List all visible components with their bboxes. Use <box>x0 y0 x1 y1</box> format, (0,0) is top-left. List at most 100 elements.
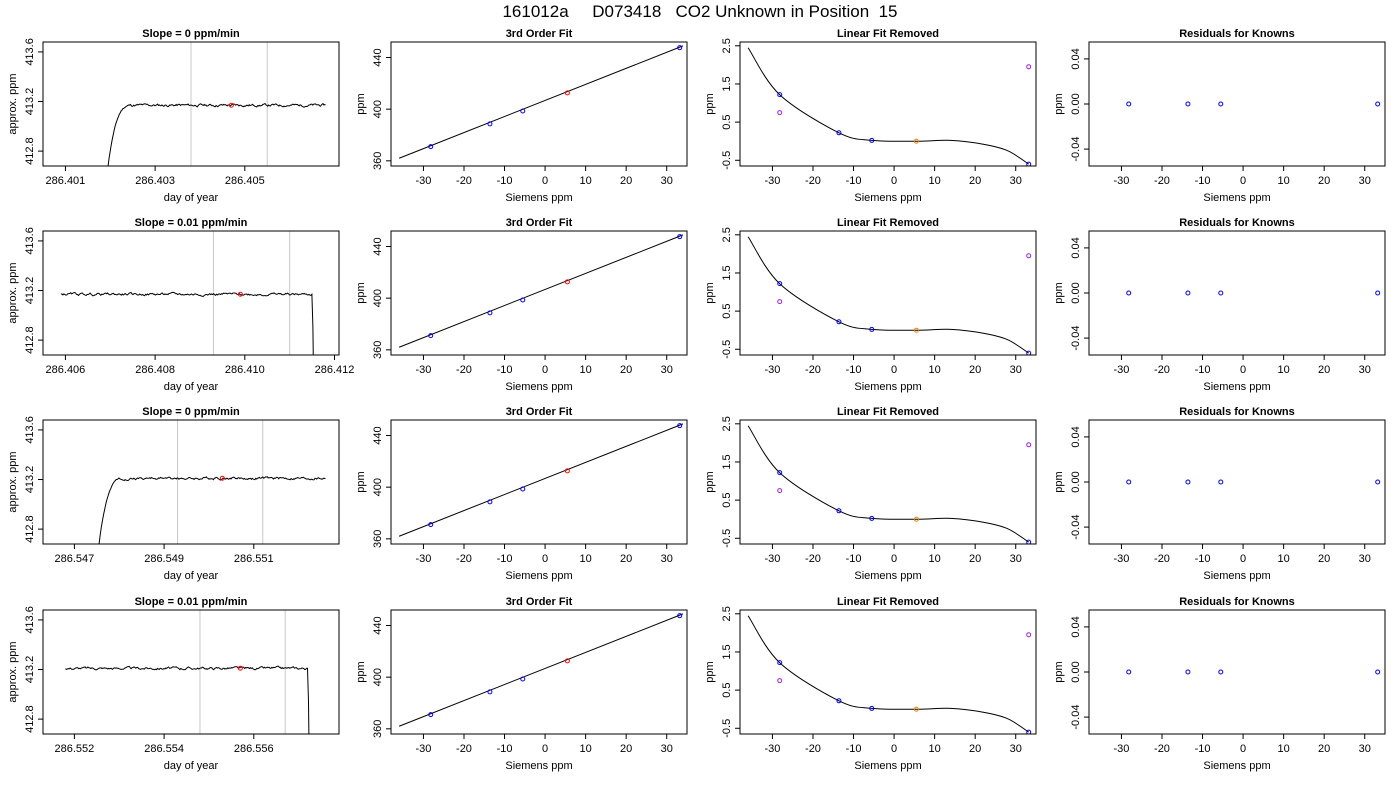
plot-area <box>1126 479 1381 485</box>
x-tick-label: -20 <box>1154 743 1170 755</box>
y-tick-label: 0.00 <box>1070 93 1082 114</box>
y-axis-label: approx. ppm <box>7 451 19 512</box>
known-point <box>677 45 683 51</box>
y-tick-label: 360 <box>372 341 384 359</box>
known-point <box>487 499 493 505</box>
panel-14: 3rd Order Fit -30 -20 -10 0 10 20 30 360 400 440 Si… <box>355 596 688 772</box>
y-axis-label: ppm <box>1053 661 1065 682</box>
x-tick-label: 10 <box>929 364 941 376</box>
y-axis-label: approx. ppm <box>7 262 19 323</box>
y-tick-label: 2.5 <box>721 227 733 242</box>
known-point <box>869 137 875 143</box>
y-axis-label: ppm <box>355 93 367 114</box>
plot-area <box>747 615 1032 734</box>
x-tick-label: 30 <box>661 364 673 376</box>
fit-curve <box>747 425 1029 543</box>
x-tick-label: 20 <box>969 553 981 565</box>
x-axis-label: Siemens ppm <box>854 760 921 772</box>
offset-point <box>913 516 919 522</box>
panel-8: Residuals for Knowns -30 -20 -10 0 10 20 30 -0.0… <box>1053 217 1386 393</box>
x-tick-label: 20 <box>1318 553 1330 565</box>
plot-area <box>1126 669 1381 675</box>
x-axis-label: Siemens ppm <box>1203 760 1270 772</box>
x-axis-label: Siemens ppm <box>505 381 572 393</box>
y-tick-label: 400 <box>372 289 384 307</box>
plot-frame <box>390 41 688 167</box>
offset-point <box>913 138 919 144</box>
known-point <box>520 108 526 114</box>
known-point <box>428 144 434 150</box>
known-point <box>777 470 783 476</box>
panel-9: Slope = 0 ppm/min 286.547 286.549 286.551 41… <box>7 406 340 582</box>
y-tick-label: 0.5 <box>721 303 733 318</box>
y-tick-label: 440 <box>372 48 384 66</box>
y-axis-label: ppm <box>1053 471 1065 492</box>
y-tick-label: 0.04 <box>1070 426 1082 447</box>
x-tick-label: -30 <box>415 553 431 565</box>
x-tick-label: 20 <box>969 743 981 755</box>
known-point <box>836 130 842 136</box>
x-tick-label: -20 <box>456 743 472 755</box>
x-tick-label: -20 <box>805 364 821 376</box>
y-axis-label: ppm <box>704 93 716 114</box>
x-tick-label: 0 <box>542 743 548 755</box>
x-axis-label: Siemens ppm <box>854 381 921 393</box>
fit-line <box>398 613 684 727</box>
y-tick-label: 440 <box>372 616 384 634</box>
x-tick-label: 0 <box>542 553 548 565</box>
panel-title: 3rd Order Fit <box>506 406 573 418</box>
x-tick-label: -30 <box>1113 364 1129 376</box>
y-tick-label: 0.5 <box>721 492 733 507</box>
known-point <box>428 333 434 339</box>
y-tick-label: 0.04 <box>1070 237 1082 258</box>
x-tick-label: 20 <box>1318 743 1330 755</box>
known-point <box>1126 290 1132 296</box>
y-axis-label: ppm <box>355 282 367 303</box>
fit-curve <box>747 47 1029 165</box>
known-point <box>1026 729 1032 734</box>
y-axis-label: ppm <box>355 471 367 492</box>
y-tick-label: 400 <box>372 478 384 496</box>
y-tick-label: 413.6 <box>24 416 36 444</box>
known-point <box>1026 350 1032 355</box>
x-tick-label: -30 <box>1113 175 1129 187</box>
plot-area <box>398 45 684 159</box>
known-point <box>487 689 493 695</box>
x-axis-label: Siemens ppm <box>854 570 921 582</box>
known-point <box>428 712 434 718</box>
y-tick-label: 413.6 <box>24 38 36 66</box>
x-tick-label: 286.549 <box>144 553 184 565</box>
known-point <box>1126 669 1132 675</box>
y-tick-label: 412.8 <box>24 137 36 165</box>
y-tick-label: 412.8 <box>24 515 36 543</box>
excluded-point <box>1026 632 1032 638</box>
fit-line <box>398 234 684 348</box>
x-tick-label: -10 <box>846 553 862 565</box>
x-tick-label: -30 <box>764 553 780 565</box>
x-axis-label: Siemens ppm <box>854 192 921 204</box>
y-tick-label: -0.04 <box>1070 137 1082 162</box>
plot-area <box>98 420 326 544</box>
x-axis-label: day of year <box>164 381 219 393</box>
y-tick-label: 0.00 <box>1070 282 1082 303</box>
x-tick-label: 30 <box>1359 553 1371 565</box>
y-tick-label: 412.8 <box>24 705 36 733</box>
known-point <box>836 698 842 704</box>
x-tick-label: -20 <box>805 743 821 755</box>
panel-title: 3rd Order Fit <box>506 596 573 608</box>
plot-area <box>107 42 326 166</box>
known-point <box>1026 161 1032 166</box>
x-tick-label: -20 <box>1154 175 1170 187</box>
y-tick-label: -0.04 <box>1070 515 1082 540</box>
y-tick-label: 413.2 <box>24 466 36 494</box>
panel-13: Slope = 0.01 ppm/min 286.552 286.554 286.55… <box>7 596 340 772</box>
x-tick-label: -20 <box>805 175 821 187</box>
x-tick-label: 0 <box>1240 553 1246 565</box>
y-tick-label: 412.8 <box>24 326 36 354</box>
x-tick-label: 10 <box>929 553 941 565</box>
x-tick-label: 10 <box>580 175 592 187</box>
x-tick-label: 30 <box>661 553 673 565</box>
known-point <box>869 326 875 332</box>
y-tick-label: -0.5 <box>721 340 733 359</box>
panel-title: Residuals for Knowns <box>1179 406 1295 418</box>
